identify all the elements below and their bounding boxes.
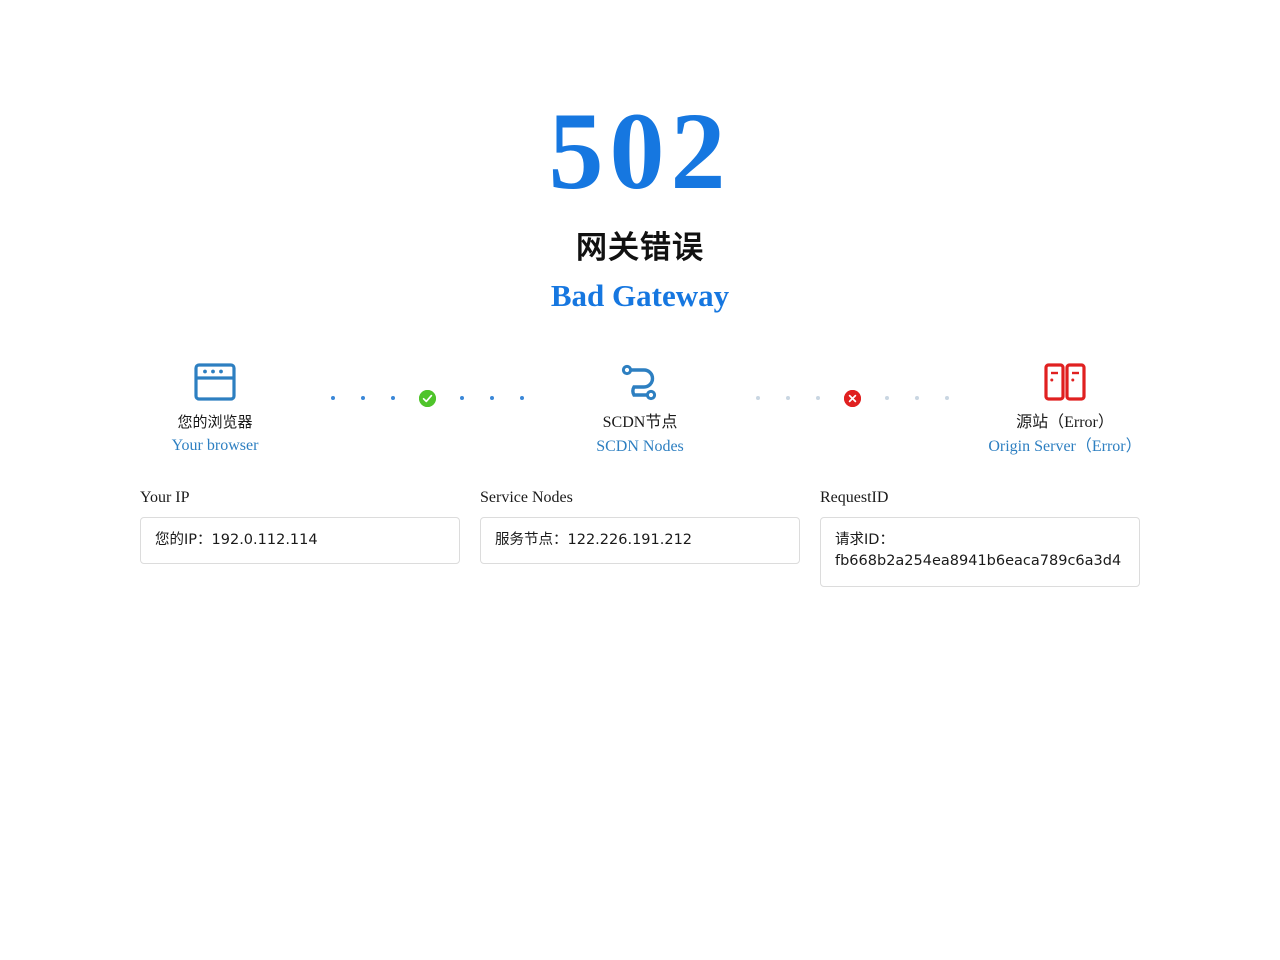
connector-dot [816,396,820,401]
network-route-icon [545,358,735,406]
origin-server-icon [970,358,1160,406]
connector-dot [520,396,524,401]
info-col-request-id: RequestID 请求ID： fb668b2a254ea8941b6eaca7… [820,488,1140,587]
service-nodes-box: 服务节点：122.226.191.212 [480,516,800,564]
connector-dot [490,396,494,401]
flow-node-browser-label-en: Your browser [171,436,259,454]
flow-connector-browser-to-scdn [310,374,545,422]
connector-dot [756,396,760,401]
connector-dot [885,396,889,401]
service-nodes-value: 服务节点：122.226.191.212 [495,531,693,548]
flow-node-browser: 您的浏览器 Your browser [120,358,310,456]
request-flow-diagram: 您的浏览器 Your browser [0,358,1280,457]
info-col-service-nodes: Service Nodes 服务节点：122.226.191.212 [480,488,800,564]
request-id-label: RequestID [820,489,889,506]
error-title-en: Bad Gateway [550,278,730,314]
connector-dot [331,396,335,401]
check-circle-icon [419,389,436,407]
flow-node-origin-label-en: Origin Server（Error） [988,437,1142,455]
flow-node-origin-server: 源站（Error） Origin Server（Error） [970,358,1160,457]
connector-dot [361,396,365,401]
error-title-cn: 网关错误 [576,230,704,266]
error-hero: 502 网关错误 Bad Gateway [0,0,1280,314]
connector-dot [786,396,790,401]
flow-node-origin-label-cn: 源站（Error） [1016,414,1114,432]
flow-connector-scdn-to-origin [735,374,970,422]
info-col-your-ip: Your IP 您的IP：192.0.112.114 [140,488,460,564]
service-nodes-label: Service Nodes [480,489,573,506]
your-ip-value: 您的IP：192.0.112.114 [155,531,318,548]
browser-window-icon [120,358,310,406]
connector-dot [460,396,464,401]
flow-node-browser-label-cn: 您的浏览器 [177,413,253,432]
request-id-prefix: 请求ID： [835,531,894,548]
request-id-value: fb668b2a254ea8941b6eaca789c6a3d4 [835,552,1122,569]
error-code: 502 [548,90,732,212]
flow-node-scdn-label-en: SCDN Nodes [596,437,684,455]
connector-dot [945,396,949,401]
request-id-box: 请求ID： fb668b2a254ea8941b6eaca789c6a3d4 [820,516,1140,587]
your-ip-label: Your IP [140,489,190,506]
connector-dot [391,396,395,401]
flow-node-scdn: SCDN节点 SCDN Nodes [545,358,735,457]
connector-dot [915,396,919,401]
flow-node-scdn-label-cn: SCDN节点 [602,414,678,432]
your-ip-box: 您的IP：192.0.112.114 [140,516,460,564]
diagnostics-info-row: Your IP 您的IP：192.0.112.114 Service Nodes… [140,488,1140,587]
error-circle-icon [844,389,861,407]
